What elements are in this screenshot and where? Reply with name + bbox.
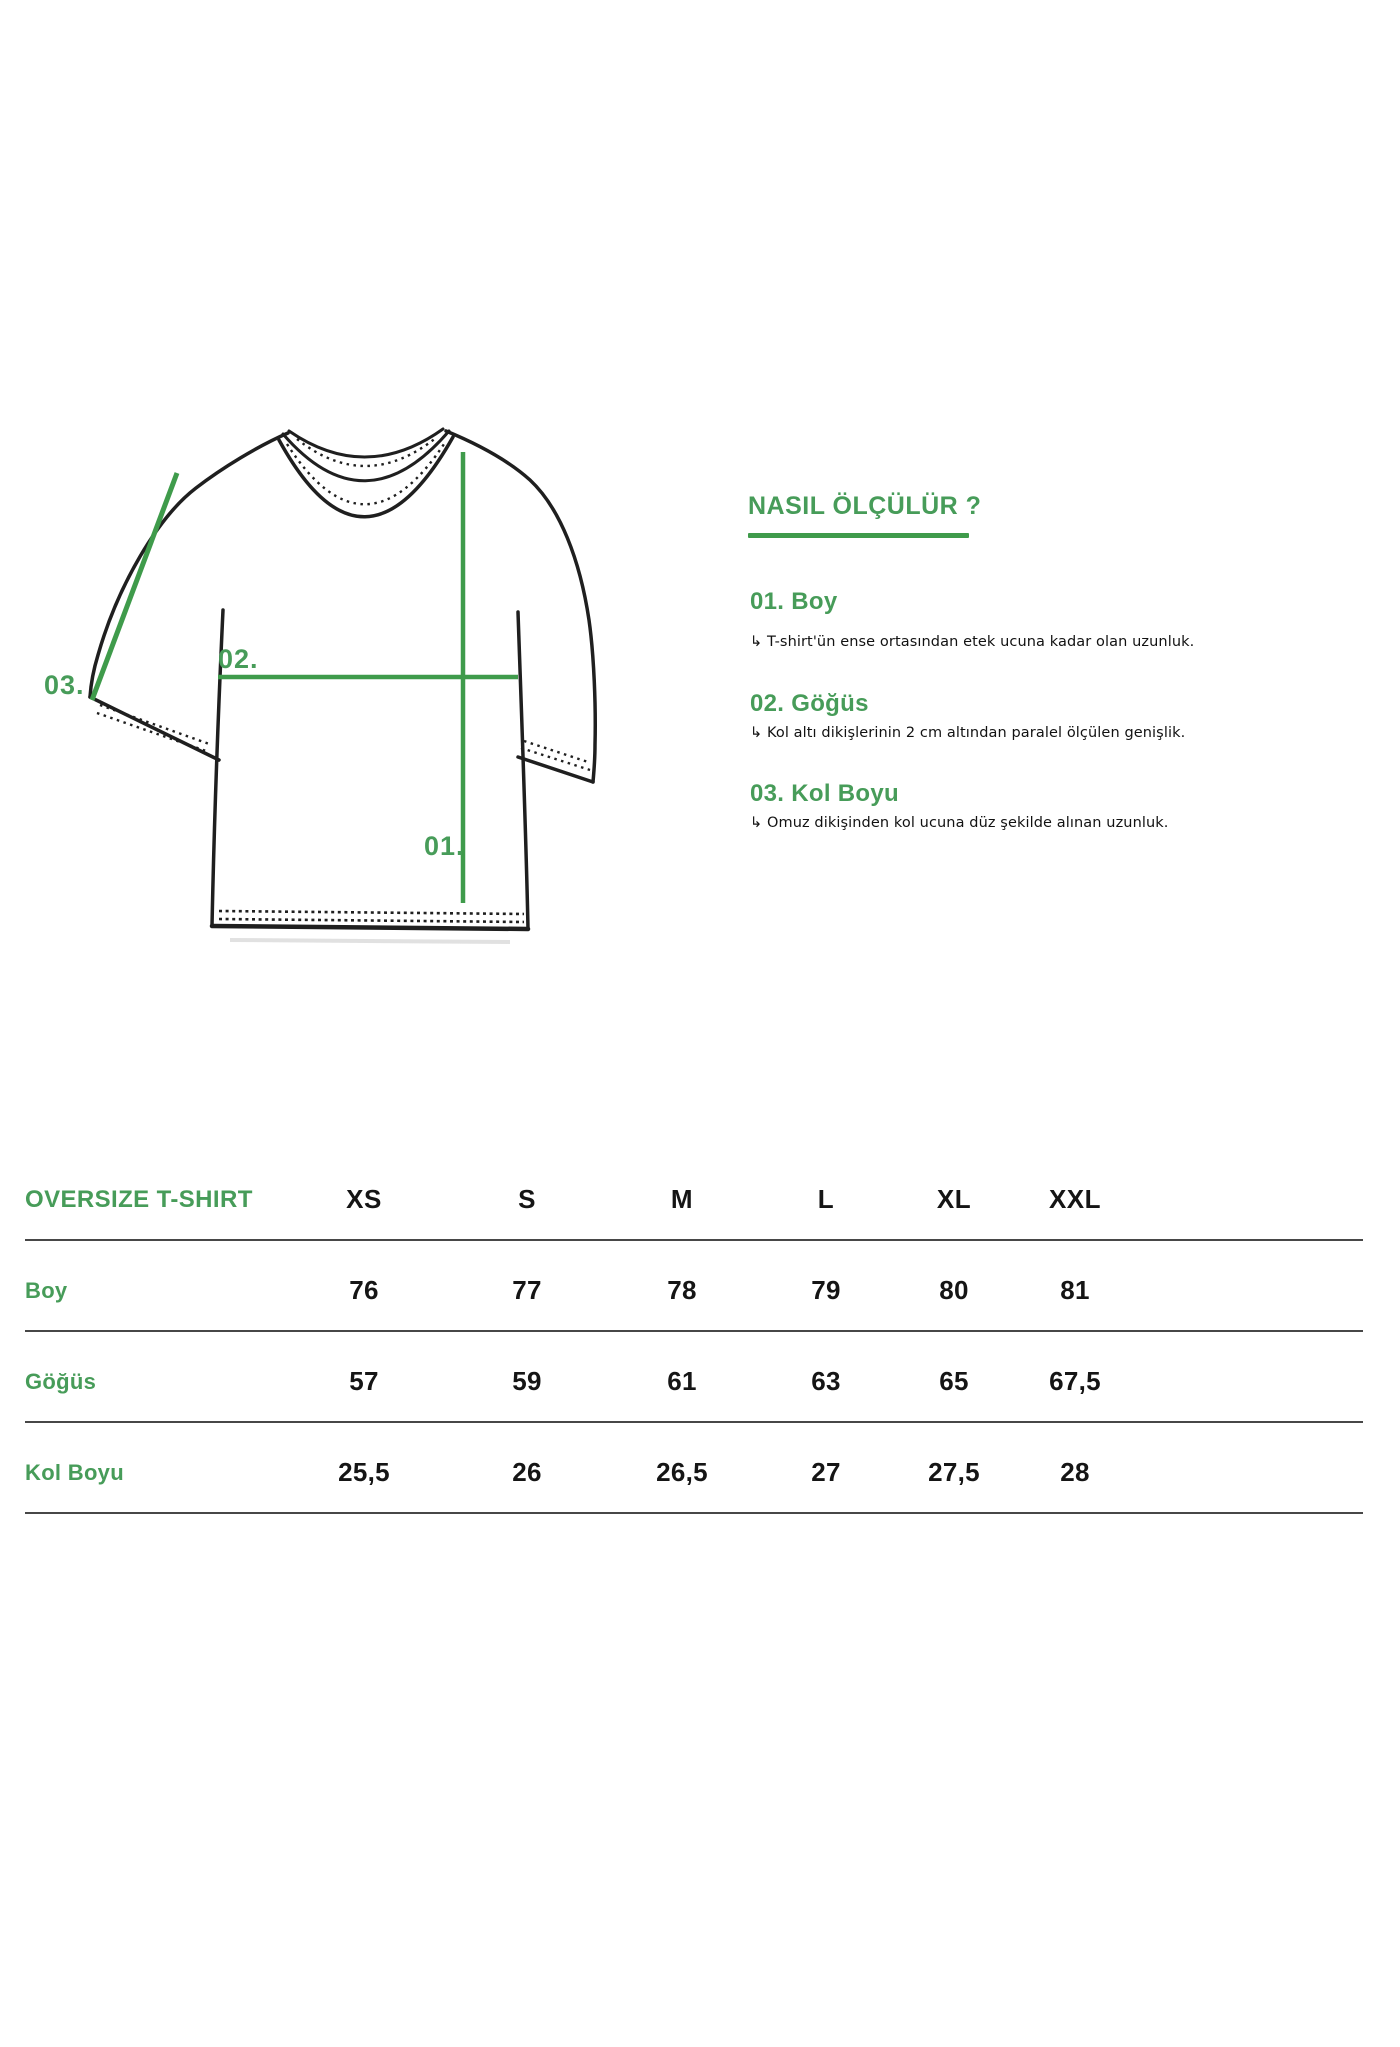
sleeve-left-cuff-stitch xyxy=(96,711,210,754)
size-header-xl: XL xyxy=(936,1184,972,1214)
size-header-xs: XS xyxy=(346,1184,382,1214)
collar-front-edge xyxy=(277,435,455,519)
sleeve-measure-line xyxy=(89,472,180,701)
sleeve-left-cuff-stitch xyxy=(99,703,213,747)
value-gogus-xl: 65 xyxy=(939,1366,969,1396)
body-left-edge xyxy=(210,608,225,928)
tshirt-measurement-diagram: 03. 02. 01. xyxy=(44,427,597,944)
value-kol-boyu-xxl: 28 xyxy=(1060,1457,1090,1487)
sleeve-right-outer xyxy=(444,429,597,784)
value-gogus-m: 61 xyxy=(667,1366,697,1396)
value-kol-boyu-s: 26 xyxy=(512,1457,542,1487)
sleeve-left-cuff xyxy=(88,695,221,762)
collar-front-stitch xyxy=(285,440,448,506)
measure-heading-kol-boyu: 03. Kol Boyu xyxy=(750,780,899,807)
sleeve-measure-label: 03. xyxy=(44,670,85,700)
chest-measure-label: 02. xyxy=(218,644,259,674)
sleeve-right-cuff-stitch xyxy=(520,746,591,772)
hem-stitch xyxy=(218,909,525,916)
size-header-l: L xyxy=(817,1184,835,1214)
value-boy-m: 78 xyxy=(667,1275,697,1305)
collar-band-top xyxy=(281,429,451,483)
spacer-cell xyxy=(1136,1372,1363,1382)
value-kol-boyu-m: 26,5 xyxy=(656,1457,708,1487)
sleeve-right-cuff xyxy=(516,755,595,784)
size-table: OVERSIZE T-SHIRT XS S M L XL XXL Boy 76 … xyxy=(25,1160,1363,1514)
value-gogus-s: 59 xyxy=(512,1366,542,1396)
value-kol-boyu-xl: 27,5 xyxy=(928,1457,980,1487)
size-table-header-row: OVERSIZE T-SHIRT XS S M L XL XXL xyxy=(25,1160,1363,1241)
collar-back-stitch xyxy=(296,436,438,468)
size-header-s: S xyxy=(518,1184,536,1214)
value-boy-xxl: 81 xyxy=(1060,1275,1090,1305)
table-row-boy: Boy 76 77 78 79 80 81 xyxy=(25,1241,1363,1332)
hem-shadow xyxy=(229,938,511,944)
row-label-kol-boyu: Kol Boyu xyxy=(25,1459,124,1485)
collar xyxy=(277,427,455,519)
measure-description-gogus: ↳ Kol altı dikişlerinin 2 cm altından pa… xyxy=(750,725,1186,741)
measure-description-kol-boyu: ↳ Omuz dikişinden kol ucuna düz şekilde … xyxy=(750,815,1169,831)
body-right-edge xyxy=(516,610,530,931)
table-row-gogus: Göğüs 57 59 61 63 65 67,5 xyxy=(25,1332,1363,1423)
value-boy-l: 79 xyxy=(811,1275,841,1305)
spacer-cell xyxy=(1136,1463,1363,1473)
collar-back-edge xyxy=(287,427,445,459)
value-gogus-l: 63 xyxy=(811,1366,841,1396)
measure-description-boy: ↳ T-shirt'ün ense ortasından etek ucuna … xyxy=(750,634,1195,650)
sleeve-right-cuff-stitch xyxy=(523,739,589,764)
tshirt-outline xyxy=(88,427,597,944)
size-header-xxl: XXL xyxy=(1048,1184,1102,1214)
title-underline xyxy=(748,533,969,538)
length-measure-label: 01. xyxy=(424,831,465,861)
value-gogus-xxl: 67,5 xyxy=(1049,1366,1101,1396)
value-kol-boyu-xs: 25,5 xyxy=(338,1457,390,1487)
hem-bottom-edge xyxy=(209,923,531,932)
table-row-kol-boyu: Kol Boyu 25,5 26 26,5 27 27,5 28 xyxy=(25,1423,1363,1514)
hem-stitch xyxy=(218,917,525,924)
value-boy-xs: 76 xyxy=(349,1275,379,1305)
value-boy-xl: 80 xyxy=(939,1275,969,1305)
measurement-lines: 03. 02. 01. xyxy=(44,452,518,903)
value-boy-s: 77 xyxy=(512,1275,542,1305)
row-label-boy: Boy xyxy=(25,1277,68,1303)
spacer-cell xyxy=(1136,1281,1363,1291)
row-label-gogus: Göğüs xyxy=(25,1368,97,1394)
product-name: OVERSIZE T-SHIRT xyxy=(25,1185,253,1213)
size-header-m: M xyxy=(670,1184,694,1214)
value-kol-boyu-l: 27 xyxy=(811,1457,841,1487)
how-to-measure-title: NASIL ÖLÇÜLÜR ? xyxy=(748,492,982,520)
measure-heading-gogus: 02. Göğüs xyxy=(750,690,869,717)
value-gogus-xs: 57 xyxy=(349,1366,379,1396)
measure-heading-boy: 01. Boy xyxy=(750,588,838,615)
